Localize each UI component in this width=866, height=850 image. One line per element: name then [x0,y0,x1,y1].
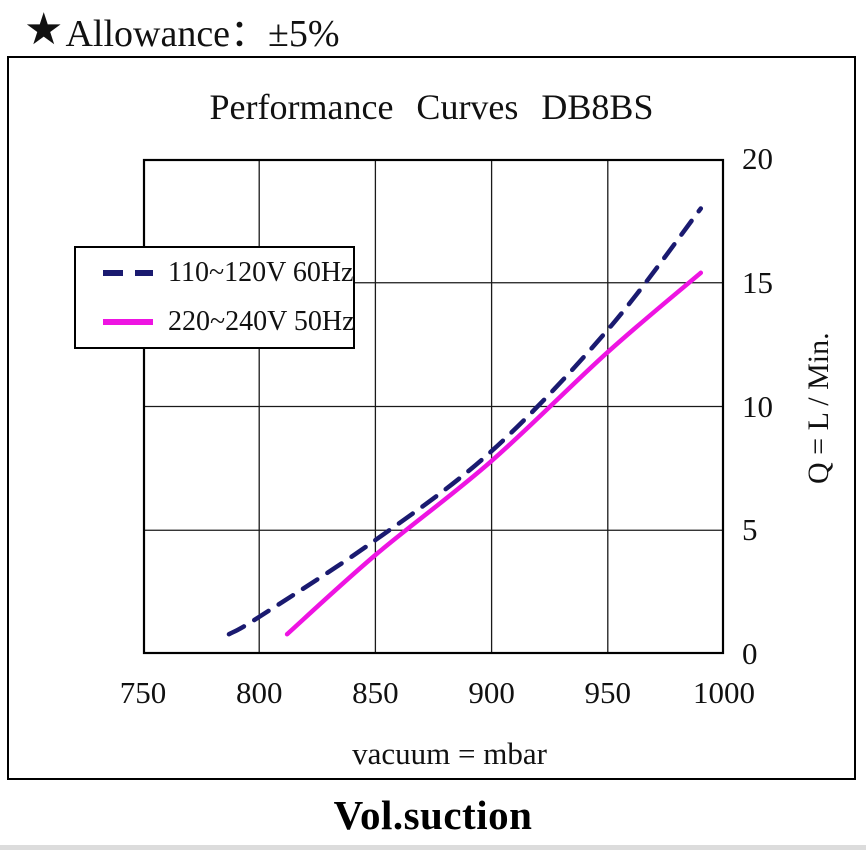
x-tick-label: 950 [584,675,632,710]
y-axis-title: Q = L / Min. [802,332,835,484]
x-tick-label: 850 [352,675,399,710]
y-tick-label: 5 [742,512,758,548]
page-footer-title: Vol.suction [333,792,533,838]
allowance-note: ★ Allowance：±5% [24,2,340,57]
legend-label: 110~120V 60Hz [168,256,354,288]
plot-canvas [142,158,725,655]
y-tick-label: 10 [742,388,773,424]
bottom-edge-strip [0,845,866,850]
star-icon: ★ [24,4,64,54]
legend-label: 220~240V 50Hz [168,306,355,338]
legend-item-220-240v-50hz: 220~240V 50Hz [76,299,355,345]
legend-item-110-120v-60hz: 110~120V 60Hz [76,250,353,296]
chart-title: Performance Curves DB8BS [209,87,654,127]
x-tick-label: 900 [468,675,515,710]
plot-area [142,158,725,655]
x-axis-title: vacuum = mbar [352,736,547,771]
y-tick-label: 20 [742,141,773,176]
y-tick-label: 0 [742,636,758,671]
x-tick-label: 1000 [693,675,755,710]
dashed-line-swatch [103,269,153,276]
y-tick-label: 15 [742,264,773,300]
x-tick-label: 800 [235,675,283,710]
allowance-text: Allowance：±5% [65,13,340,55]
x-tick-label: 750 [119,675,167,710]
legend: 110~120V 60Hz 220~240V 50Hz [74,246,355,349]
solid-line-swatch [103,319,153,326]
chart-panel: Performance Curves DB8BS 750 800 850 900 950… [7,56,856,780]
